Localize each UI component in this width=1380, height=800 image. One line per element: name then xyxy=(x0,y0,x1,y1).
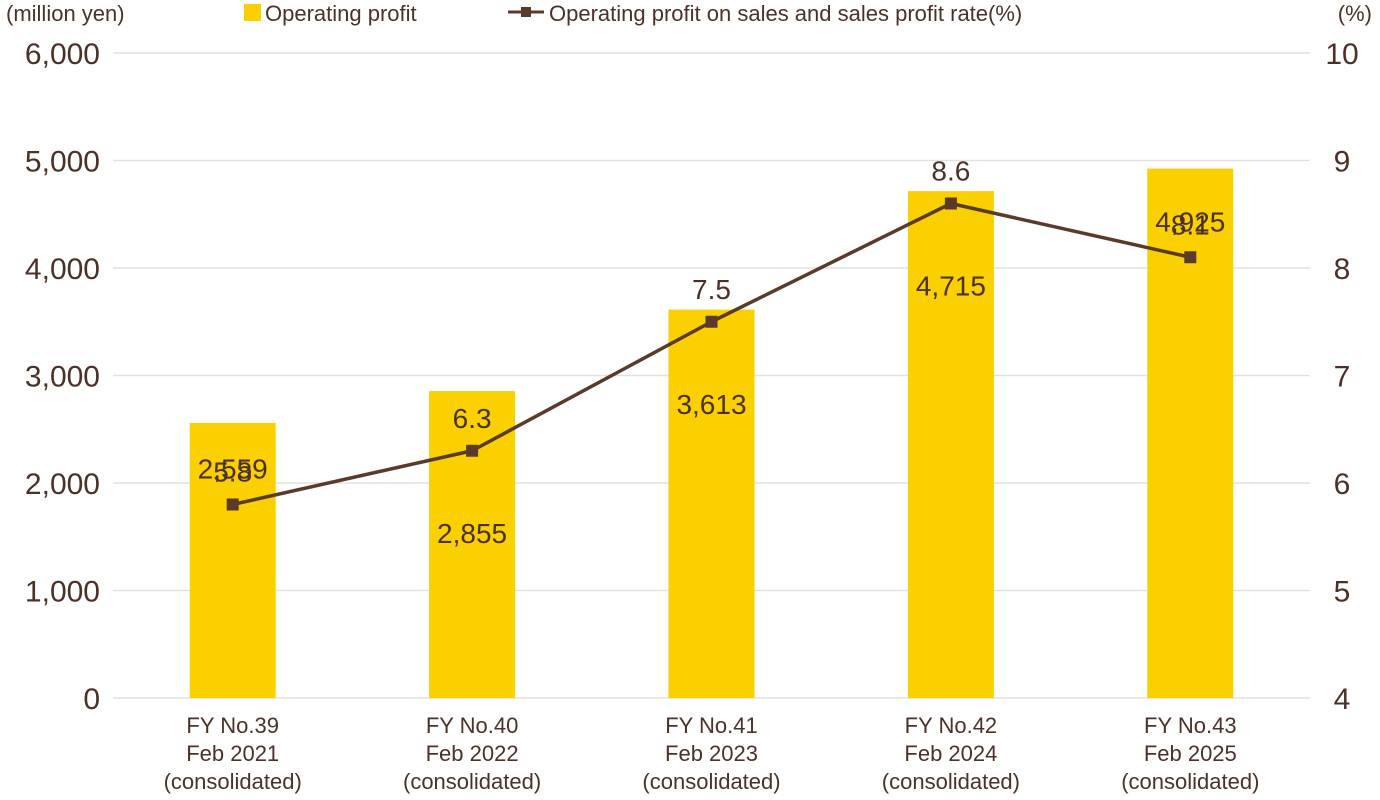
x-axis-label: FY No.42 Feb 2024 (consolidated) xyxy=(882,713,1020,794)
line-value-label: 7.5 xyxy=(692,274,731,305)
left-axis-tick-label: 1,000 xyxy=(25,576,100,609)
bar-series xyxy=(189,168,1234,698)
left-axis-tick-label: 0 xyxy=(83,683,100,716)
line-marker xyxy=(944,197,957,210)
legend-line-marker xyxy=(521,7,531,17)
bar-value-labels: 2,559 2,855 3,613 4,715 4,925 xyxy=(198,206,1226,549)
x-axis-label: FY No.39 Feb 2021 (consolidated) xyxy=(164,713,302,794)
right-axis-tick-label: 4 xyxy=(1334,683,1351,716)
left-axis-unit: (million yen) xyxy=(6,1,125,26)
bar-value-label: 2,559 xyxy=(198,454,268,485)
left-axis-ticks: 0 1,000 2,000 3,000 4,000 5,000 6,000 xyxy=(25,38,100,716)
bar-value-label: 4,925 xyxy=(1155,206,1225,237)
right-axis-tick-label: 9 xyxy=(1334,146,1351,179)
line-value-labels: 5.8 6.3 7.5 8.6 8.1 xyxy=(213,156,1210,488)
left-axis-tick-label: 4,000 xyxy=(25,253,100,286)
left-axis-tick-label: 5,000 xyxy=(25,146,100,179)
legend-line-label: Operating profit on sales and sales prof… xyxy=(549,1,1022,26)
x-axis-label: FY No.40 Feb 2022 (consolidated) xyxy=(403,713,541,794)
line-value-label: 8.1 xyxy=(1171,209,1210,240)
legend-bar-label: Operating profit xyxy=(265,1,417,26)
right-axis-tick-label: 10 xyxy=(1325,38,1358,71)
right-axis-unit: (%) xyxy=(1338,1,1372,26)
line-value-label: 8.6 xyxy=(931,156,970,187)
left-axis-tick-label: 2,000 xyxy=(25,468,100,501)
bar xyxy=(1147,168,1234,698)
legend-bar-swatch xyxy=(244,4,261,21)
legend: Operating profit Operating profit on sal… xyxy=(244,1,1022,26)
bar-value-label: 4,715 xyxy=(916,271,986,302)
bar xyxy=(668,309,755,698)
bar-value-label: 3,613 xyxy=(676,389,746,420)
line-marker xyxy=(226,498,239,511)
x-axis-labels: FY No.39 Feb 2021 (consolidated) FY No.40 Fe… xyxy=(164,713,1260,794)
bar-value-label: 2,855 xyxy=(437,518,507,549)
right-axis-tick-label: 6 xyxy=(1334,468,1351,501)
line-value-label: 6.3 xyxy=(453,403,492,434)
right-axis-tick-label: 7 xyxy=(1334,361,1351,394)
line-marker xyxy=(466,444,479,457)
right-axis-ticks: 4 5 6 7 8 9 10 xyxy=(1325,38,1358,716)
left-axis-tick-label: 3,000 xyxy=(25,361,100,394)
line-value-label: 5.8 xyxy=(213,457,252,488)
line-marker xyxy=(1184,251,1197,264)
right-axis-tick-label: 8 xyxy=(1334,253,1351,286)
right-axis-tick-label: 5 xyxy=(1334,576,1351,609)
left-axis-tick-label: 6,000 xyxy=(25,38,100,71)
bar xyxy=(189,422,276,698)
x-axis-label: FY No.43 Feb 2025 (consolidated) xyxy=(1121,713,1259,794)
x-axis-label: FY No.41 Feb 2023 (consolidated) xyxy=(642,713,780,794)
bar xyxy=(907,191,994,698)
bar xyxy=(429,391,516,698)
line-series xyxy=(226,197,1197,511)
line-marker xyxy=(705,315,718,328)
